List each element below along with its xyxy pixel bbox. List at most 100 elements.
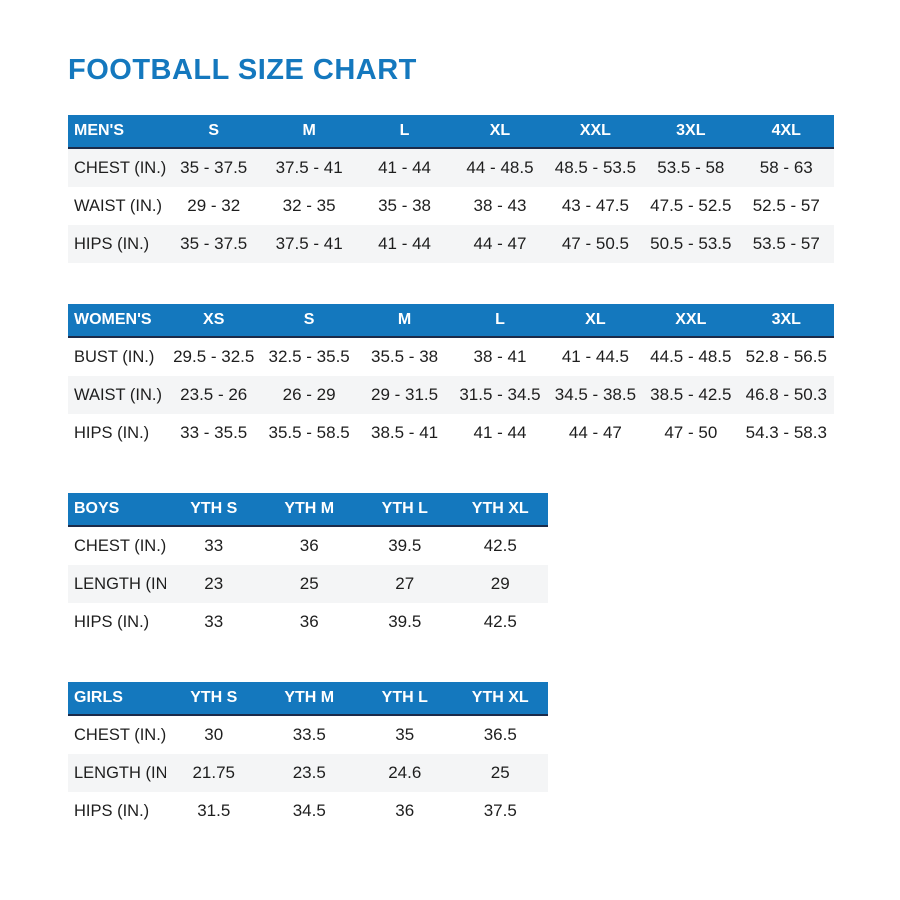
column-header: YTH L: [357, 493, 453, 527]
column-header: XL: [547, 304, 644, 338]
page-title: FOOTBALL SIZE CHART: [68, 54, 417, 86]
table-title-cell: BOYS: [68, 493, 166, 527]
row-label: CHEST (IN.): [74, 725, 166, 744]
table-row: WAIST (IN.) 29 - 32 32 - 35 35 - 38 38 - 43 4…: [68, 187, 834, 225]
table-row: HIPS (IN.) 31.5 34.5 36 37.5: [68, 792, 548, 830]
size-tables-container: MEN'S S M L XL XXL 3XL 4XL CHEST (IN.) 35 - 37.5 3…: [68, 115, 900, 830]
size-value: 52.8 - 56.5: [745, 347, 827, 366]
size-value: 44 - 47: [568, 423, 622, 442]
size-value: 52.5 - 57: [752, 196, 820, 215]
column-header: L: [356, 115, 453, 149]
size-value: 41 - 44: [356, 148, 453, 187]
column-header: 3XL: [643, 115, 739, 149]
size-value: 33.5: [292, 725, 326, 744]
size-value: 53.5 - 58: [643, 148, 739, 187]
size-value: 33: [204, 612, 224, 631]
row-label: WAIST (IN.): [68, 376, 166, 414]
size-value: 42.5: [483, 536, 517, 555]
size-value: 38 - 41: [473, 347, 527, 366]
size-value: 25: [261, 565, 357, 603]
row-label: LENGTH (IN.): [68, 565, 166, 603]
column-header: YTH XL: [452, 493, 548, 527]
size-value: 48.5 - 53.5: [547, 148, 644, 187]
table-row: CHEST (IN.) 30 33.5 35 36.5: [68, 715, 548, 754]
column-header: 4XL: [738, 115, 834, 149]
column-header: YTH M: [261, 682, 357, 716]
row-label: CHEST (IN.): [68, 148, 166, 187]
size-value: 47.5 - 52.5: [650, 196, 732, 215]
size-value: 29 - 32: [187, 196, 241, 215]
size-value: 33 - 35.5: [180, 423, 248, 442]
size-value: 21.75: [166, 754, 262, 792]
size-value: 30: [204, 725, 224, 744]
column-header: S: [166, 115, 262, 149]
size-value: 42.5: [483, 612, 517, 631]
column-header: XS: [166, 304, 262, 338]
header-row: GIRLS YTH S YTH M YTH L YTH XL: [68, 682, 548, 716]
size-value: 36.5: [483, 725, 517, 744]
row-label: HIPS (IN.): [74, 801, 150, 820]
size-value: 44 - 47: [452, 225, 548, 263]
row-label: WAIST (IN.): [74, 196, 162, 215]
column-header: L: [452, 304, 548, 338]
size-value: 39.5: [388, 612, 422, 631]
size-value: 32.5 - 35.5: [268, 347, 350, 366]
size-value: 35 - 38: [378, 196, 432, 215]
size-value: 31.5 - 34.5: [452, 376, 548, 414]
row-label: LENGTH (IN.): [68, 754, 166, 792]
column-header: M: [261, 115, 357, 149]
size-value: 41 - 44: [473, 423, 527, 442]
size-value: 29.5 - 32.5: [173, 347, 255, 366]
header-row: WOMEN'S XS S M L XL XXL 3XL: [68, 304, 834, 338]
size-value: 32 - 35: [282, 196, 336, 215]
size-value: 43 - 47.5: [561, 196, 629, 215]
column-header: XXL: [547, 115, 644, 149]
size-value: 41 - 44: [356, 225, 453, 263]
row-label: HIPS (IN.): [68, 225, 166, 263]
size-value: 35.5 - 38: [371, 347, 439, 366]
row-label: HIPS (IN.): [74, 612, 150, 631]
size-value: 37.5 - 41: [261, 148, 357, 187]
size-value: 38.5 - 42.5: [643, 376, 739, 414]
size-value: 27: [357, 565, 453, 603]
size-value: 50.5 - 53.5: [643, 225, 739, 263]
size-value: 23.5: [261, 754, 357, 792]
size-value: 38 - 43: [473, 196, 527, 215]
column-header: XL: [452, 115, 548, 149]
column-header: 3XL: [738, 304, 834, 338]
size-value: 46.8 - 50.3: [738, 376, 834, 414]
column-header: YTH S: [166, 682, 262, 716]
column-header: S: [261, 304, 357, 338]
size-table-girls: GIRLS YTH S YTH M YTH L YTH XL CHEST (IN.) 30 3…: [68, 682, 548, 830]
column-header: YTH XL: [452, 682, 548, 716]
size-table-womens: WOMEN'S XS S M L XL XXL 3XL BUST (IN.) 29.5 - 32.…: [68, 304, 834, 452]
size-value: 24.6: [357, 754, 453, 792]
size-value: 54.3 - 58.3: [745, 423, 827, 442]
table-row: CHEST (IN.) 33 36 39.5 42.5: [68, 526, 548, 565]
size-value: 31.5: [197, 801, 231, 820]
table-row: HIPS (IN.) 35 - 37.5 37.5 - 41 41 - 44 44 - …: [68, 225, 834, 263]
header-row: MEN'S S M L XL XXL 3XL 4XL: [68, 115, 834, 149]
size-value: 47 - 50.5: [547, 225, 644, 263]
size-value: 33: [204, 536, 224, 555]
header-row: BOYS YTH S YTH M YTH L YTH XL: [68, 493, 548, 527]
size-value: 37.5 - 41: [261, 225, 357, 263]
column-header: M: [356, 304, 453, 338]
size-value: 25: [452, 754, 548, 792]
size-value: 36: [299, 612, 319, 631]
column-header: YTH M: [261, 493, 357, 527]
row-label: CHEST (IN.): [74, 536, 166, 555]
column-header: YTH L: [357, 682, 453, 716]
size-table-mens: MEN'S S M L XL XXL 3XL 4XL CHEST (IN.) 35 - 37.5 3…: [68, 115, 834, 263]
size-value: 47 - 50: [664, 423, 718, 442]
size-value: 36: [395, 801, 415, 820]
table-row: HIPS (IN.) 33 - 35.5 35.5 - 58.5 38.5 - 41 4…: [68, 414, 834, 452]
size-value: 35: [395, 725, 415, 744]
size-value: 38.5 - 41: [371, 423, 439, 442]
table-row: WAIST (IN.) 23.5 - 26 26 - 29 29 - 31.5 31.5…: [68, 376, 834, 414]
size-value: 26 - 29: [261, 376, 357, 414]
size-value: 29: [452, 565, 548, 603]
table-row: HIPS (IN.) 33 36 39.5 42.5: [68, 603, 548, 641]
table-row: CHEST (IN.) 35 - 37.5 37.5 - 41 41 - 44 44 -…: [68, 148, 834, 187]
